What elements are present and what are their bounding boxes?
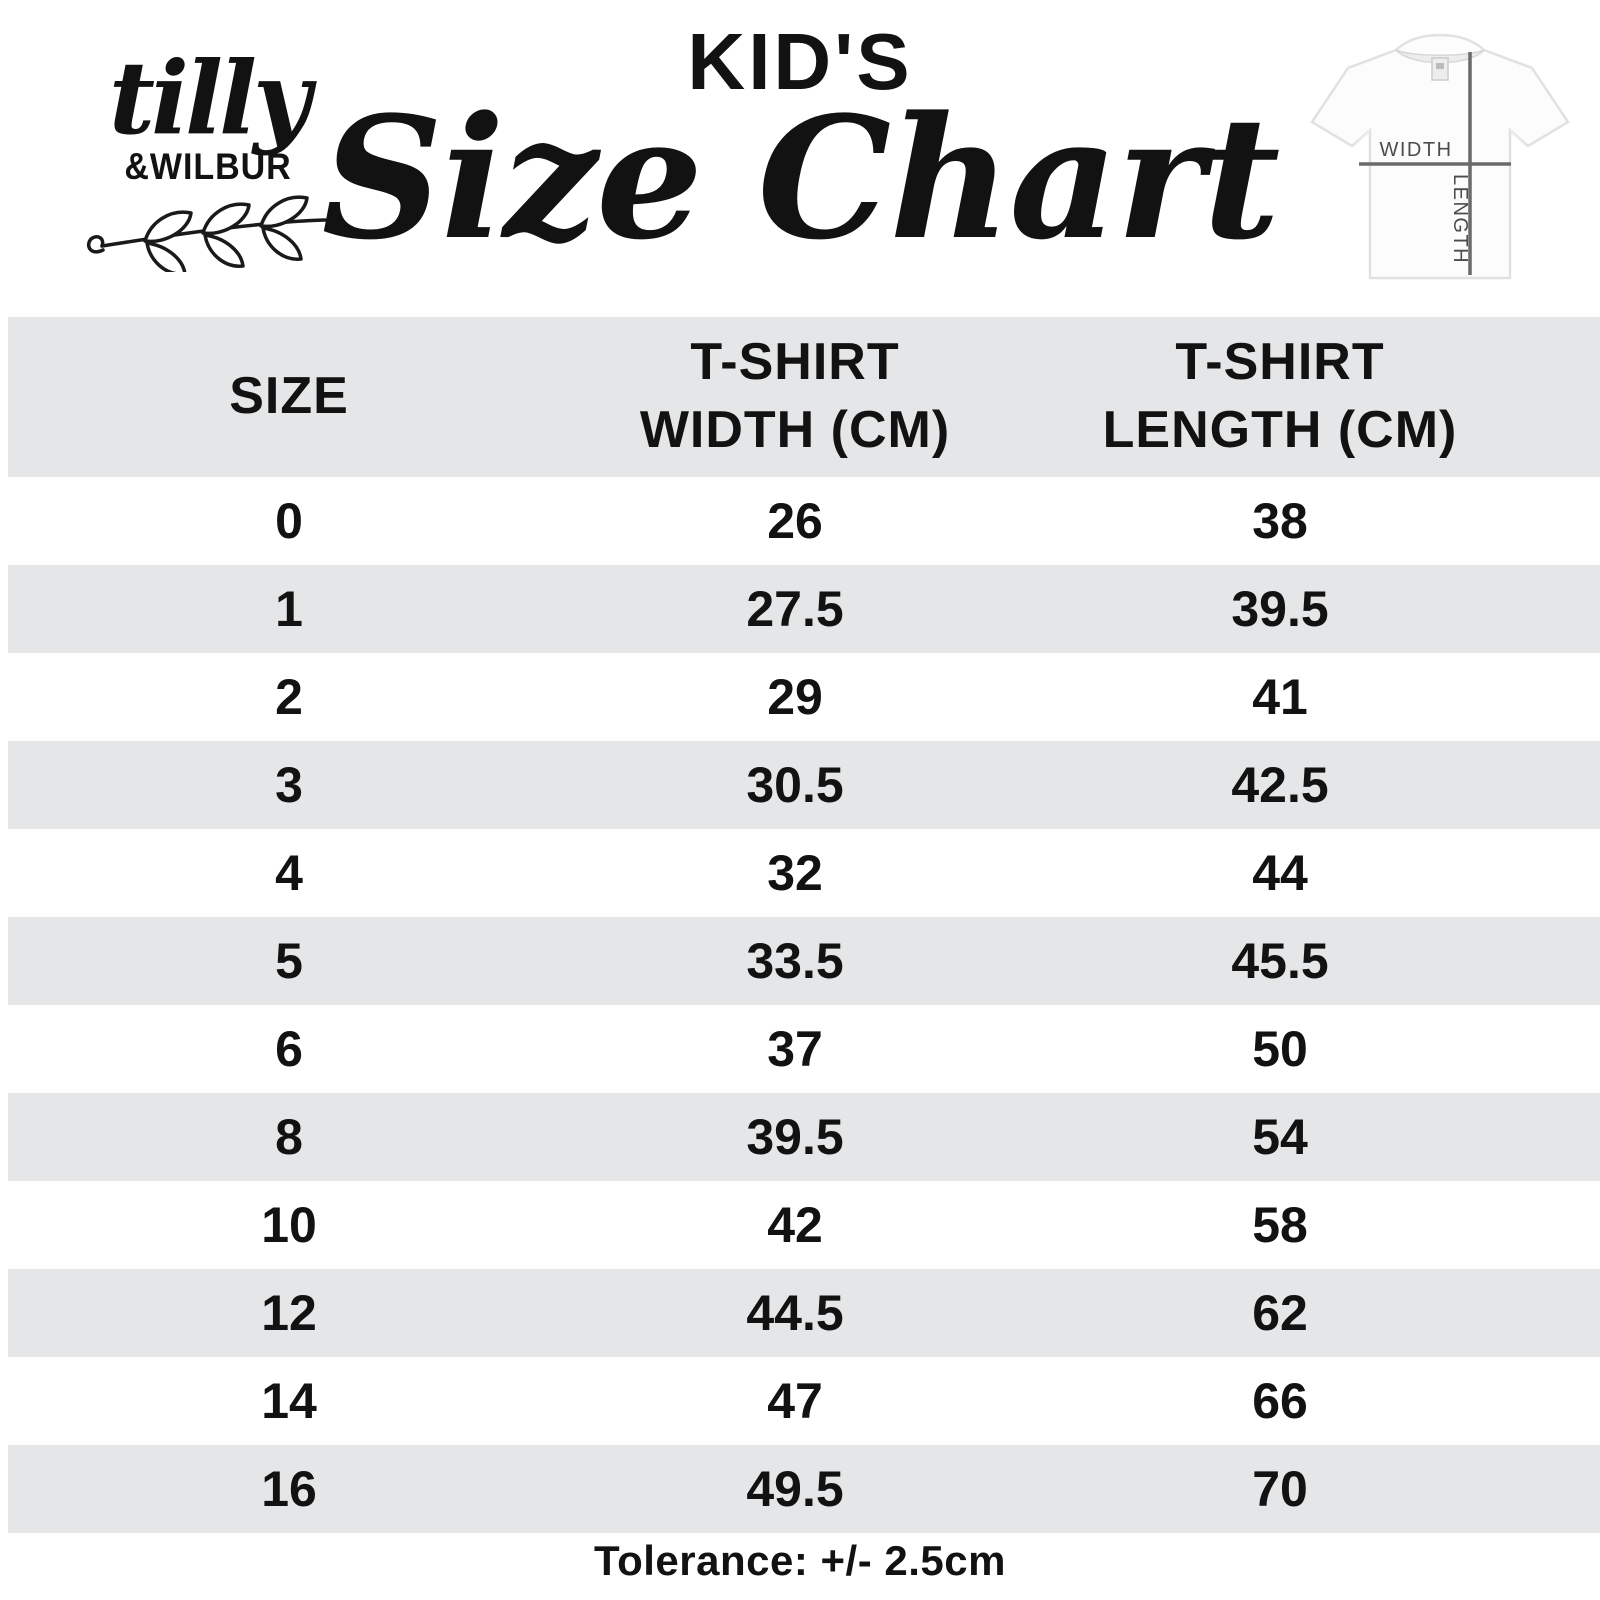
brand-name-script: tilly bbox=[108, 39, 311, 157]
cell-length-cm: 62 bbox=[1252, 1285, 1308, 1341]
table-row: 14 47 66 bbox=[8, 1357, 1600, 1445]
cell-length-cm: 70 bbox=[1252, 1461, 1308, 1517]
cell-size: 6 bbox=[275, 1021, 303, 1077]
table-row: 4 32 44 bbox=[8, 829, 1600, 917]
cell-size: 5 bbox=[275, 933, 303, 989]
col-header-width: T-SHIRT WIDTH (CM) bbox=[639, 333, 951, 459]
cell-length-cm: 38 bbox=[1252, 493, 1308, 549]
cell-length-cm: 44 bbox=[1252, 845, 1308, 901]
table-row: 12 44.5 62 bbox=[8, 1269, 1600, 1357]
length-label: LENGTH bbox=[1449, 174, 1471, 264]
cell-size: 0 bbox=[275, 493, 303, 549]
cell-width-cm: 47 bbox=[767, 1373, 823, 1429]
cell-size: 10 bbox=[261, 1197, 317, 1253]
table-row: 3 30.5 42.5 bbox=[8, 741, 1600, 829]
chart-kicker: KID'S bbox=[687, 17, 913, 106]
col-header-length: T-SHIRT LENGTH (CM) bbox=[1102, 333, 1458, 459]
cell-size: 12 bbox=[261, 1285, 317, 1341]
cell-length-cm: 66 bbox=[1252, 1373, 1308, 1429]
cell-width-cm: 29 bbox=[767, 669, 823, 725]
laurel-branch-icon bbox=[86, 195, 327, 272]
cell-size: 1 bbox=[275, 581, 303, 637]
cell-width-cm: 37 bbox=[767, 1021, 823, 1077]
cell-width-cm: 42 bbox=[767, 1197, 823, 1253]
table-row: 8 39.5 54 bbox=[8, 1093, 1600, 1181]
cell-width-cm: 33.5 bbox=[746, 933, 844, 989]
cell-width-cm: 30.5 bbox=[746, 757, 844, 813]
cell-size: 4 bbox=[275, 845, 303, 901]
width-label: WIDTH bbox=[1379, 139, 1452, 161]
cell-size: 3 bbox=[275, 757, 303, 813]
tshirt-body bbox=[1310, 33, 1570, 280]
table-row: 0 26 38 bbox=[8, 477, 1600, 565]
cell-width-cm: 26 bbox=[767, 493, 823, 549]
table-row: 6 37 50 bbox=[8, 1005, 1600, 1093]
cell-size: 14 bbox=[261, 1373, 317, 1429]
tshirt-collar bbox=[1395, 49, 1485, 64]
cell-width-cm: 39.5 bbox=[746, 1109, 844, 1165]
cell-length-cm: 50 bbox=[1252, 1021, 1308, 1077]
cell-length-cm: 42.5 bbox=[1231, 757, 1329, 813]
cell-length-cm: 39.5 bbox=[1231, 581, 1329, 637]
cell-width-cm: 49.5 bbox=[746, 1461, 844, 1517]
col-header-size: SIZE bbox=[229, 367, 349, 426]
table-header-row: SIZE T-SHIRT WIDTH (CM) T-SHIRT LENGTH (… bbox=[8, 317, 1600, 477]
cell-width-cm: 32 bbox=[767, 845, 823, 901]
size-table: SIZE T-SHIRT WIDTH (CM) T-SHIRT LENGTH (… bbox=[8, 317, 1600, 1533]
table-row: 5 33.5 45.5 bbox=[8, 917, 1600, 1005]
cell-length-cm: 54 bbox=[1252, 1109, 1308, 1165]
table-body: 0 26 38 1 27.5 39.5 2 29 41 3 30.5 42.5 4 32 44 5 33.5 45… bbox=[8, 477, 1600, 1533]
tshirt-measurement-diagram: WIDTH LENGTH bbox=[1310, 33, 1570, 280]
table-row: 16 49.5 70 bbox=[8, 1445, 1600, 1533]
table-row: 1 27.5 39.5 bbox=[8, 565, 1600, 653]
table-row: 10 42 58 bbox=[8, 1181, 1600, 1269]
cell-width-cm: 27.5 bbox=[746, 581, 844, 637]
page-title: Size Chart bbox=[321, 79, 1281, 277]
cell-size: 8 bbox=[275, 1109, 303, 1165]
table-row: 2 29 41 bbox=[8, 653, 1600, 741]
tolerance-note: Tolerance: +/- 2.5cm bbox=[594, 1537, 1006, 1584]
cell-length-cm: 45.5 bbox=[1231, 933, 1329, 989]
brand-logo: tilly &WILBUR bbox=[68, 39, 348, 272]
cell-length-cm: 41 bbox=[1252, 669, 1308, 725]
cell-size: 2 bbox=[275, 669, 303, 725]
cell-length-cm: 58 bbox=[1252, 1197, 1308, 1253]
cell-size: 16 bbox=[261, 1461, 317, 1517]
brand-name-caps: &WILBUR bbox=[124, 146, 292, 187]
cell-width-cm: 44.5 bbox=[746, 1285, 844, 1341]
